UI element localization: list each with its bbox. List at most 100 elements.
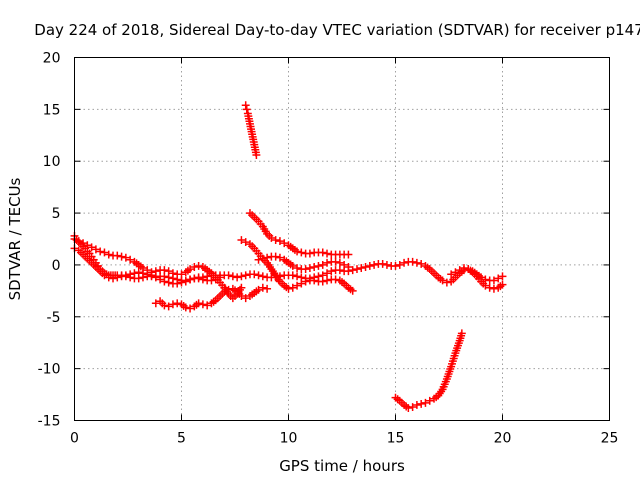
data-point bbox=[250, 270, 259, 279]
data-point bbox=[121, 253, 130, 262]
data-point bbox=[301, 265, 310, 274]
data-point bbox=[489, 284, 498, 293]
data-point bbox=[498, 280, 507, 289]
data-point bbox=[457, 329, 466, 338]
data-point bbox=[242, 105, 251, 114]
data-point bbox=[181, 303, 190, 312]
data-point bbox=[271, 236, 280, 244]
data-point bbox=[134, 274, 143, 283]
data-point bbox=[164, 302, 173, 311]
data-point bbox=[237, 272, 246, 281]
y-tick-label: 0 bbox=[52, 258, 61, 274]
data-point bbox=[186, 275, 195, 284]
data-point bbox=[83, 241, 92, 250]
data-point bbox=[318, 248, 327, 257]
data-point bbox=[237, 292, 246, 300]
data-point bbox=[151, 273, 160, 282]
data-point bbox=[323, 269, 331, 278]
data-point bbox=[228, 272, 237, 281]
data-point bbox=[143, 266, 152, 275]
data-point bbox=[207, 276, 216, 285]
data-point bbox=[121, 272, 130, 281]
data-point bbox=[160, 266, 169, 275]
data-point bbox=[485, 283, 494, 292]
data-point bbox=[168, 300, 177, 309]
data-point bbox=[198, 275, 207, 284]
data-point bbox=[241, 271, 250, 280]
data-point bbox=[198, 300, 207, 309]
x-tick-label: 10 bbox=[280, 431, 298, 447]
data-point bbox=[126, 273, 135, 282]
data-point bbox=[126, 255, 135, 264]
data-point bbox=[271, 252, 280, 261]
x-axis-label: GPS time / hours bbox=[279, 457, 405, 475]
data-point bbox=[318, 277, 327, 286]
data-point bbox=[113, 251, 122, 260]
data-point bbox=[254, 255, 263, 264]
data-point bbox=[318, 271, 327, 280]
data-point bbox=[442, 278, 451, 287]
data-point bbox=[241, 294, 250, 303]
data-point bbox=[297, 273, 306, 282]
data-point bbox=[177, 278, 186, 287]
data-point bbox=[348, 286, 357, 295]
data-point bbox=[335, 258, 344, 267]
data-point bbox=[460, 264, 468, 272]
data-point bbox=[353, 265, 361, 274]
plot-frame bbox=[74, 57, 610, 421]
series-track-g bbox=[237, 236, 357, 295]
series-track-c bbox=[70, 244, 224, 288]
data-point bbox=[160, 277, 169, 286]
data-point bbox=[293, 281, 302, 290]
data-point bbox=[164, 278, 173, 287]
data-point bbox=[203, 301, 212, 310]
data-point bbox=[305, 264, 314, 272]
data-point bbox=[417, 259, 426, 268]
data-point bbox=[288, 262, 297, 270]
data-point bbox=[391, 262, 400, 270]
data-point bbox=[280, 239, 289, 248]
data-point bbox=[481, 275, 490, 284]
data-point bbox=[361, 263, 370, 271]
x-tick-label: 5 bbox=[177, 431, 186, 447]
data-point bbox=[378, 259, 387, 268]
data-point bbox=[344, 263, 353, 271]
data-point bbox=[173, 279, 182, 288]
data-point bbox=[224, 271, 233, 280]
data-point bbox=[233, 273, 242, 282]
data-point bbox=[258, 272, 267, 281]
data-point bbox=[489, 276, 498, 285]
data-point bbox=[263, 284, 272, 293]
data-point bbox=[190, 263, 199, 271]
data-point bbox=[408, 257, 417, 266]
data-point bbox=[181, 277, 190, 286]
series-track-f bbox=[246, 209, 353, 259]
data-point bbox=[293, 264, 302, 272]
series-track-d bbox=[151, 283, 272, 313]
data-point bbox=[370, 260, 379, 269]
series-layer bbox=[70, 101, 507, 413]
data-point bbox=[293, 247, 302, 256]
data-point bbox=[237, 283, 246, 292]
data-point bbox=[288, 271, 297, 280]
data-point bbox=[104, 273, 113, 282]
y-tick-label: 20 bbox=[43, 51, 61, 67]
data-point bbox=[220, 287, 229, 296]
data-point bbox=[139, 264, 147, 272]
data-point bbox=[275, 253, 284, 262]
data-point bbox=[254, 271, 263, 280]
data-point bbox=[451, 268, 460, 277]
data-point bbox=[395, 260, 404, 269]
data-point bbox=[241, 101, 250, 110]
data-point bbox=[284, 284, 293, 293]
data-point bbox=[331, 257, 340, 266]
data-point bbox=[267, 234, 276, 242]
data-point bbox=[254, 285, 263, 294]
y-tick-label: -5 bbox=[47, 310, 61, 326]
y-tick-label: 5 bbox=[52, 206, 61, 222]
series-track-i bbox=[447, 264, 507, 293]
data-point bbox=[293, 272, 302, 281]
data-point bbox=[79, 239, 88, 248]
data-point bbox=[288, 283, 297, 292]
